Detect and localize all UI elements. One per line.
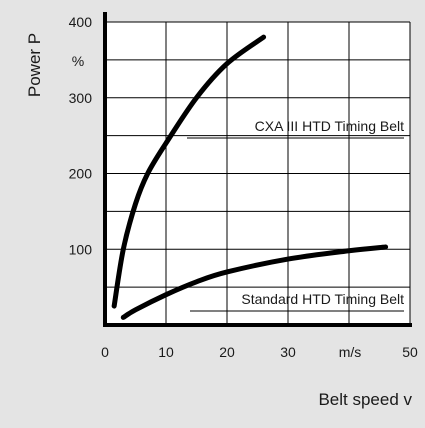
x-axis-unit: m/s: [339, 344, 362, 360]
cxa-iii-htd-curve: [111, 34, 267, 309]
series-group: [111, 34, 389, 320]
x-tick-label: 0: [101, 344, 109, 360]
y-tick-label: 200: [69, 166, 93, 182]
axes: [103, 12, 412, 327]
y-tick-label: 100: [69, 241, 93, 257]
y-axis-unit: %: [72, 53, 84, 69]
series-labels: CXA III HTD Timing Belt Standard HTD Timi…: [187, 118, 404, 312]
x-tick-label: 30: [280, 344, 296, 360]
tick-labels: 0 10 20 30 50 100 200 300 400: [69, 14, 418, 360]
y-tick-label: 400: [69, 14, 93, 30]
cxa-iii-htd-label: CXA III HTD Timing Belt: [255, 118, 404, 134]
x-axis-label: Belt speed v: [318, 390, 412, 409]
x-tick-label: 50: [402, 344, 418, 360]
standard-htd-curve: [120, 244, 389, 320]
standard-htd-label: Standard HTD Timing Belt: [241, 291, 404, 307]
y-axis-label: Power P: [25, 33, 44, 97]
x-tick-label: 10: [158, 344, 174, 360]
x-tick-label: 20: [219, 344, 235, 360]
y-tick-label: 300: [69, 90, 93, 106]
